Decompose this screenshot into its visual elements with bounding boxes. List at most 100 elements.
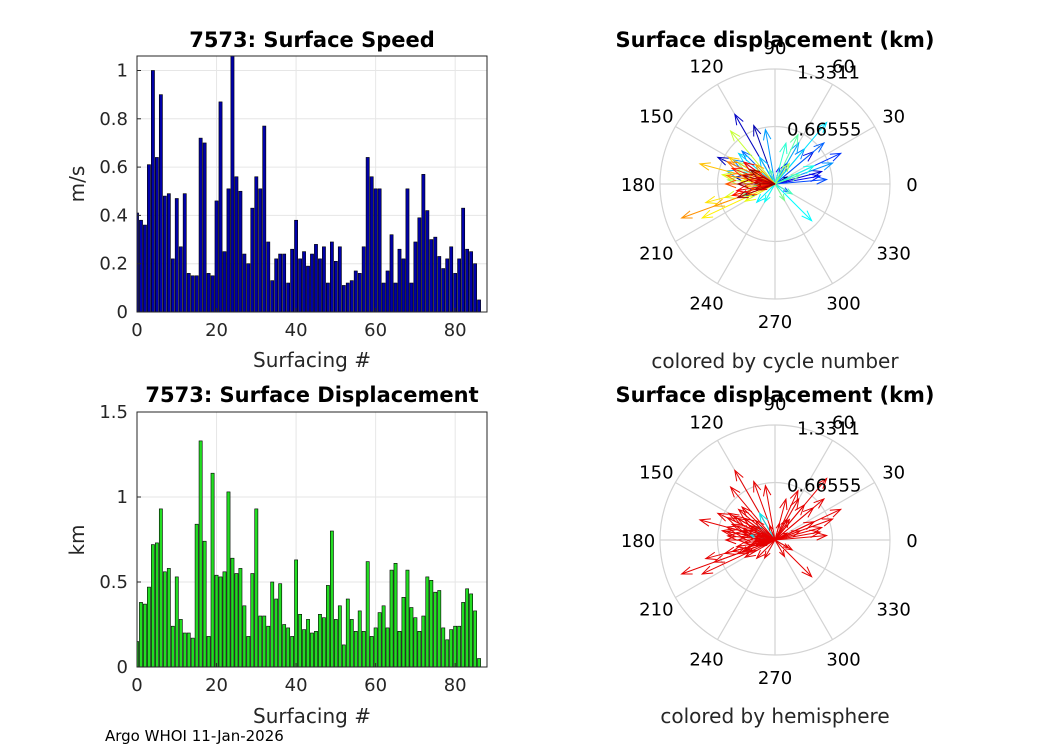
polar-hemisphere-arrow-shaft	[774, 534, 827, 541]
speed-bar	[389, 234, 394, 313]
polar-hemisphere-arrow-head	[821, 518, 835, 527]
polar-cycle-arrow-shaft	[774, 178, 827, 185]
polar-cycle-angle-label: 330	[876, 244, 910, 265]
polar-cycle-angle-label: 300	[826, 294, 860, 315]
displacement-bar	[437, 590, 442, 668]
polar-cycle-arrow-head	[815, 176, 829, 185]
displacement-bar	[190, 637, 195, 668]
polar-hemisphere-arrow-head	[801, 566, 813, 578]
speed-bar	[178, 246, 183, 313]
displacement-bar	[270, 581, 275, 668]
polar-hemisphere-angle-label: 210	[639, 600, 673, 621]
speed-chart-title: 7573: Surface Speed	[189, 28, 435, 52]
polar-hemisphere-arrow-head	[734, 469, 744, 482]
displacement-bar	[461, 602, 466, 668]
displacement-bar	[194, 523, 199, 668]
speed-bar	[306, 265, 310, 313]
displacement-bar	[453, 625, 458, 668]
polar-hemisphere-angle-label: 60	[832, 412, 855, 433]
speed-bar	[186, 273, 191, 313]
polar-cycle-arrow	[774, 141, 800, 185]
polar-cycle-arrow-shaft	[737, 183, 776, 199]
speed-y-tick-label: 0	[117, 302, 128, 323]
displacement-bar	[449, 629, 454, 668]
displacement-bar	[230, 557, 235, 668]
displacement-bar	[409, 607, 414, 668]
polar-cycle-arrow	[736, 179, 775, 189]
polar-hemisphere-arrow	[774, 529, 822, 541]
polar-cycle-angle-label: 120	[689, 56, 723, 77]
polar-chart-cycle: 0 30 60 90 120 150 180 210 240 270 300 330 0.66555 1.…	[615, 28, 934, 373]
polar-hemisphere-arrow-head	[803, 521, 816, 530]
polar-hemisphere-arrow-head	[741, 530, 755, 539]
displacement-bar	[266, 625, 271, 668]
displacement-bar	[254, 508, 259, 668]
polar-hemisphere-arrow-shaft	[743, 531, 776, 541]
displacement-bars	[136, 440, 481, 668]
displacement-bar	[242, 605, 247, 668]
displacement-bar	[258, 615, 263, 668]
polar-hemisphere-arrow-shaft	[750, 525, 776, 541]
polar-cycle-arrow	[774, 141, 826, 185]
speed-bar	[361, 246, 366, 313]
displacement-bar	[357, 610, 362, 668]
displacement-bar	[377, 612, 382, 668]
polar-cycle-angle-label: 60	[832, 56, 855, 77]
speed-bar	[385, 270, 390, 313]
polar-hemisphere-arrow	[762, 484, 776, 541]
polar-hemisphere-arrow-shaft	[756, 539, 776, 559]
polar-hemisphere-title: Surface displacement (km)	[615, 383, 934, 407]
polar-hemisphere-arrow-head	[740, 505, 753, 518]
speed-bar	[397, 248, 402, 313]
polar-cycle-arrow-head	[779, 193, 786, 202]
speed-x-tick-label: 20	[205, 320, 228, 341]
speed-bar	[369, 176, 374, 313]
polar-hemisphere-arrow	[774, 539, 813, 578]
displacement-bar	[298, 613, 302, 668]
polar-cycle-arrow-shaft	[750, 169, 776, 185]
displacement-bar	[143, 603, 147, 668]
polar-hemisphere-arrow-head	[736, 535, 749, 545]
speed-bar	[405, 188, 410, 313]
polar-cycle-ring-label: 1.3311	[797, 63, 860, 84]
displacement-y-tick-label: 0	[117, 657, 128, 678]
polar-hemisphere-angle-label: 0	[906, 531, 917, 552]
speed-bar	[147, 164, 151, 313]
polar-hemisphere-angle-label: 30	[882, 463, 905, 484]
polar-cycle-arrow-head	[790, 174, 802, 182]
speed-bar	[329, 241, 334, 313]
displacement-bar	[186, 632, 191, 668]
polar-hemisphere-arrow-head	[725, 517, 739, 526]
polar-cycle-arrow-head	[727, 156, 740, 166]
polar-cycle-arrow	[774, 183, 794, 195]
polar-hemisphere-arrow-head	[769, 539, 773, 542]
polar-hemisphere-arrow	[774, 497, 826, 541]
polar-cycle-arrow	[754, 163, 776, 185]
displacement-bar	[397, 630, 402, 668]
displacement-chart: 0 20 40 60 80 0 0.5 1 1.5 7573: Surface Displace…	[65, 383, 488, 728]
polar-hemisphere-arrow-head	[698, 518, 711, 527]
speed-bar	[206, 273, 211, 313]
polar-hemisphere-arrow-head	[829, 508, 843, 518]
polar-cycle-arrow	[729, 129, 776, 185]
displacement-bar	[322, 617, 326, 668]
polar-hemisphere-arrow-shaft	[736, 539, 776, 548]
polar-hemisphere-arrow	[736, 535, 775, 545]
displacement-bar	[262, 615, 267, 668]
speed-bar	[377, 188, 382, 313]
displacement-bar	[178, 619, 183, 668]
speed-bar	[341, 285, 346, 313]
polar-cycle-ring	[659, 68, 891, 300]
polar-hemisphere-arrow-head	[785, 544, 794, 551]
speed-x-tick-label: 80	[444, 320, 467, 341]
displacement-bar	[413, 617, 418, 668]
polar-cycle-arrow-shaft	[774, 134, 799, 185]
polar-cycle-caption: colored by cycle number	[651, 349, 899, 373]
displacement-bar	[425, 576, 430, 668]
polar-cycle-angle-label: 240	[689, 294, 723, 315]
polar-hemisphere-arrow-head	[755, 549, 766, 560]
polar-cycle-arrow-shaft	[727, 161, 776, 185]
speed-bar	[198, 137, 203, 313]
speed-y-tick-label: 1	[117, 60, 128, 81]
polar-hemisphere-arrow-head	[809, 529, 822, 538]
